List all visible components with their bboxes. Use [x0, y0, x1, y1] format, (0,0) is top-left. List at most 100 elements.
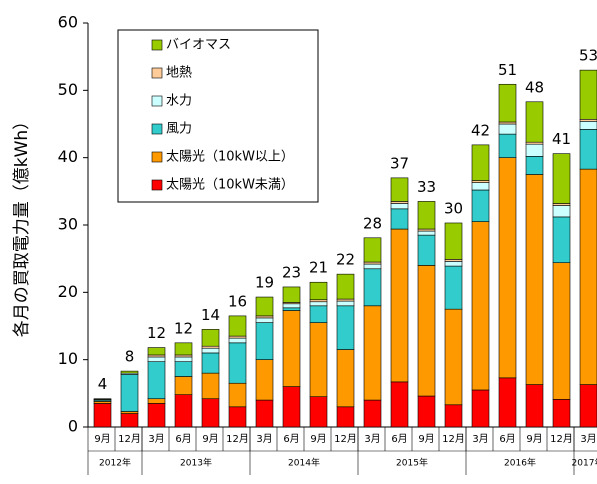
total-label: 12	[174, 319, 193, 337]
bar-segment	[498, 83, 517, 123]
bar-segment	[201, 352, 220, 374]
total-label: 53	[579, 47, 597, 65]
bar-segment	[444, 265, 463, 310]
x-tick-label: 9月	[418, 433, 434, 445]
x-tick-label: 3月	[472, 433, 488, 445]
y-axis-label: 各月の買取電力量（億kWh）	[12, 113, 32, 337]
x-tick-label: 12月	[442, 433, 465, 445]
bar-segment	[579, 69, 597, 120]
bar-segment	[498, 133, 517, 158]
bar-segment	[525, 174, 544, 385]
bar-segment	[525, 384, 544, 428]
bar-segment	[417, 228, 436, 232]
bar-segment	[417, 201, 436, 230]
bar-segment	[336, 305, 355, 350]
x-group-label: 2017年	[572, 457, 597, 469]
bar-segment	[309, 299, 328, 303]
x-tick-label: 12月	[226, 433, 249, 445]
x-tick-label: 9月	[310, 433, 326, 445]
x-tick-label: 3月	[148, 433, 164, 445]
bar-segment	[525, 143, 544, 157]
x-tick-label: 6月	[391, 433, 407, 445]
bar-segment	[120, 413, 139, 428]
legend-swatch	[151, 123, 163, 135]
total-label: 28	[363, 214, 382, 232]
bar-segment	[552, 216, 571, 264]
bar-segment	[525, 141, 544, 145]
bar-segment	[417, 395, 436, 428]
bar-segment	[147, 403, 166, 428]
bar-segment	[282, 307, 301, 311]
bar-segment	[525, 101, 544, 143]
total-label: 12	[147, 324, 166, 342]
bar-segment	[228, 406, 247, 428]
x-tick-label: 6月	[283, 433, 299, 445]
bar-segment	[201, 329, 220, 347]
bar-segment	[390, 228, 409, 383]
x-group-label: 2012年	[99, 457, 131, 469]
bar-segment	[174, 361, 193, 377]
bar-segment	[336, 298, 355, 302]
bar-segment	[417, 265, 436, 397]
total-label: 8	[125, 348, 135, 366]
x-group-label: 2013年	[180, 457, 212, 469]
bar-segment	[174, 376, 193, 395]
bar-segment	[228, 335, 247, 339]
bar-segment	[174, 342, 193, 356]
total-label: 22	[336, 251, 355, 269]
bar-segment	[336, 273, 355, 300]
bar-segment	[390, 381, 409, 428]
bar-segment	[255, 317, 274, 323]
total-label: 30	[444, 199, 463, 217]
bar-segment	[363, 261, 382, 265]
bar-segment	[390, 201, 409, 204]
bar-segment	[579, 129, 597, 170]
bar-segment	[93, 403, 112, 428]
y-tick-label: 60	[58, 13, 78, 32]
x-tick-label: 3月	[580, 433, 596, 445]
bar-segment	[471, 180, 490, 183]
total-label: 41	[552, 130, 571, 148]
bar-segment	[228, 337, 247, 344]
bar-segment	[363, 237, 382, 263]
bar-segment	[147, 354, 166, 358]
bar-segment	[552, 262, 571, 400]
legend-box	[117, 29, 319, 203]
legend-swatch	[151, 95, 163, 107]
legend-label: バイオマス	[166, 38, 231, 53]
bar-segment	[363, 263, 382, 270]
bar-segment	[471, 389, 490, 428]
bar-segment	[417, 234, 436, 266]
y-tick-label: 30	[58, 215, 78, 234]
x-group-label: 2014年	[288, 457, 320, 469]
bar-segment	[552, 399, 571, 428]
bar-segment	[201, 398, 220, 428]
bar-segment	[336, 406, 355, 428]
bar-segment	[309, 301, 328, 307]
bar-segment	[444, 222, 463, 260]
bar-segment	[174, 356, 193, 362]
bar-segment	[363, 305, 382, 401]
x-tick-label: 9月	[202, 433, 218, 445]
total-label: 51	[498, 61, 517, 79]
total-label: 16	[228, 292, 247, 310]
bar-segment	[147, 398, 166, 404]
legend-label: 水力	[166, 94, 192, 109]
bar-segment	[552, 153, 571, 204]
bar-segment	[174, 354, 193, 358]
y-tick-label: 10	[58, 349, 78, 368]
bar-segment	[309, 322, 328, 397]
bar-segment	[471, 221, 490, 391]
x-tick-label: 9月	[526, 433, 542, 445]
bar-segment	[471, 189, 490, 222]
x-tick-label: 6月	[175, 433, 191, 445]
bar-segment	[579, 384, 597, 428]
bar-segment	[363, 268, 382, 307]
bar-segment	[336, 349, 355, 408]
bar-segment	[390, 203, 409, 210]
bar-segment	[444, 261, 463, 267]
bar-segment	[471, 182, 490, 191]
bar-segment	[282, 386, 301, 428]
